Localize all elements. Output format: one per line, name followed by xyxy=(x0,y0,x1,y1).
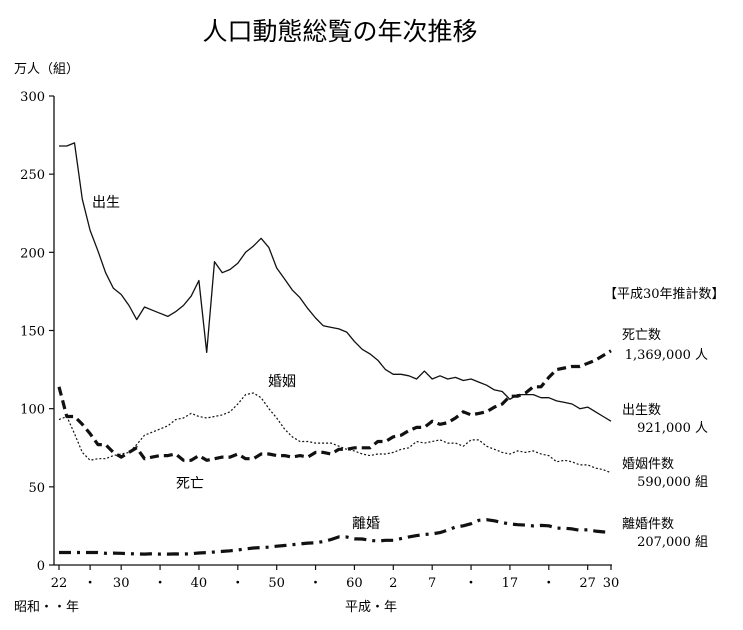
deaths-end-label: 死亡数 xyxy=(622,328,661,343)
x-tick-label: 60 xyxy=(346,576,363,591)
divorces-end-value: 207,000 組 xyxy=(637,535,708,550)
y-tick-label: 250 xyxy=(20,168,45,183)
x-tick-label: ・ xyxy=(542,576,555,591)
era-label-heisei: 平成・年 xyxy=(345,600,397,615)
x-tick-label: ・ xyxy=(231,576,244,591)
x-tick-label: 22 xyxy=(51,576,68,591)
x-tick-label: ・ xyxy=(309,576,322,591)
x-tick-label: 2 xyxy=(389,576,397,591)
x-tick-label: 30 xyxy=(113,576,130,591)
series-line-0 xyxy=(59,142,612,422)
series-line-1 xyxy=(57,349,612,462)
x-tick-label: 27 xyxy=(579,576,596,591)
births-end-value: 921,000 人 xyxy=(637,421,708,436)
x-tick-label: ・ xyxy=(465,576,478,591)
x-tick-label: ・ xyxy=(84,576,97,591)
x-tick-label: 50 xyxy=(268,576,285,591)
y-tick-label: 0 xyxy=(37,559,45,574)
x-tick-label: 7 xyxy=(428,576,436,591)
y-tick-label: 300 xyxy=(20,90,45,105)
series-line-3 xyxy=(59,518,612,556)
y-tick-label: 100 xyxy=(20,403,45,418)
era-label-showa: 昭和・・年 xyxy=(14,600,79,615)
series-line-2 xyxy=(58,392,612,474)
y-tick-label: 50 xyxy=(28,481,45,496)
marriages-end-label: 婚姻件数 xyxy=(622,457,674,472)
births-end-label: 出生数 xyxy=(622,403,661,418)
deaths-end-value: 1,369,000 人 xyxy=(625,348,708,363)
y-tick-label: 150 xyxy=(20,325,45,340)
marriages-end-value: 590,000 組 xyxy=(637,475,708,490)
annotation-marriages: 婚姻 xyxy=(268,374,296,390)
chart-title: 人口動態総覧の年次推移 xyxy=(202,17,477,46)
x-tick-label: 17 xyxy=(502,576,519,591)
y-ticks: 0 50 100 150 200 250 300 xyxy=(20,90,54,574)
y-axis-label: 万人（組） xyxy=(14,62,79,77)
estimate-header: 【平成30年推計数】 xyxy=(604,286,725,302)
series-lines xyxy=(57,142,612,556)
annotation-deaths: 死亡 xyxy=(176,476,204,492)
y-tick-label: 200 xyxy=(20,246,45,261)
x-ticks: 22 ・ 30 ・ 40 ・ 50 ・ 60 2 7 ・ 17 ・ 27 30 xyxy=(51,565,620,591)
x-tick-label: 30 xyxy=(603,576,620,591)
annotation-divorces: 離婚 xyxy=(352,515,380,532)
x-tick-label: 40 xyxy=(191,576,208,591)
x-tick-label: ・ xyxy=(154,576,167,591)
annotation-births: 出生 xyxy=(92,195,120,211)
divorces-end-label: 離婚件数 xyxy=(622,517,674,532)
